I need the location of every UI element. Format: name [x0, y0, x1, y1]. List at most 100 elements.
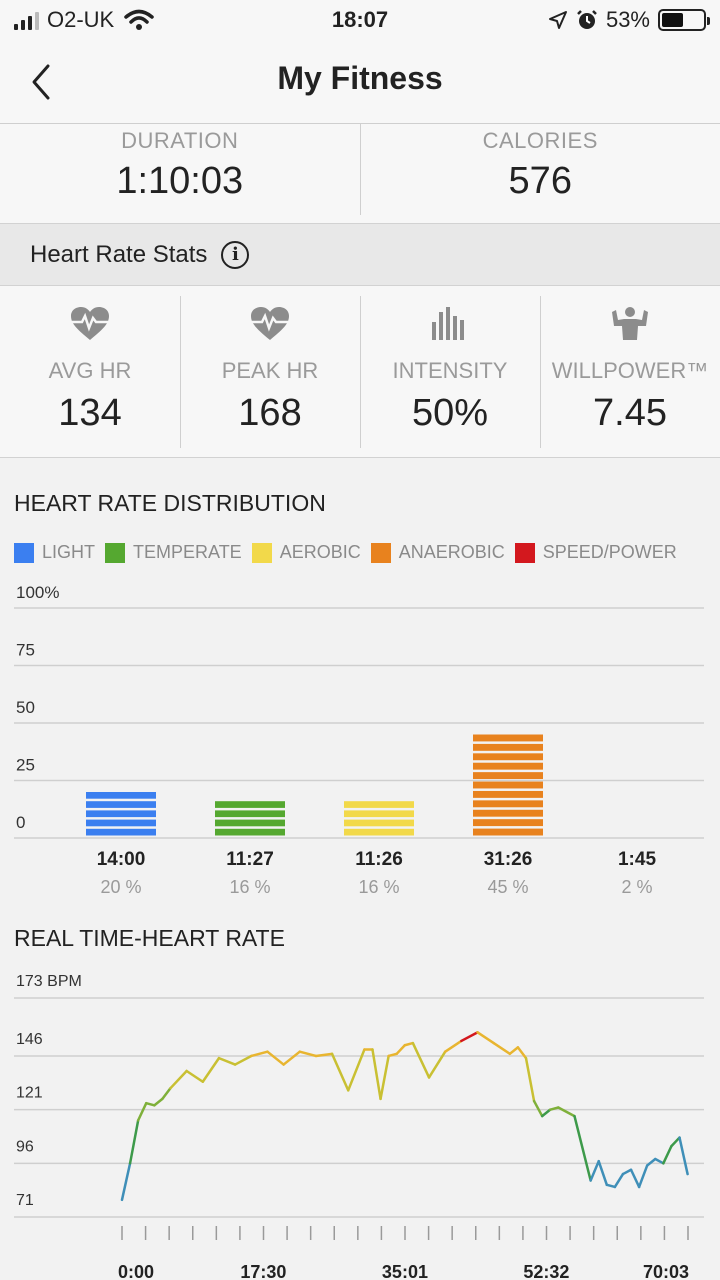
hr-segment [136, 1101, 148, 1122]
duration-cell: DURATION 1:10:03 [0, 124, 360, 223]
hr-segment [508, 1046, 520, 1056]
hr-segment [169, 1069, 188, 1090]
hr-segment [476, 1031, 495, 1045]
bar-segment [86, 819, 156, 827]
hr-segment [144, 1101, 156, 1107]
y-tick-label: 146 [16, 1031, 43, 1048]
hr-segment [330, 1052, 350, 1092]
intensity-bars-icon [432, 307, 464, 340]
bar-percent-label: 2 % [621, 877, 652, 897]
intensity-label: INTENSITY [392, 358, 508, 383]
hr-segment [492, 1041, 512, 1056]
bar-segment [473, 762, 543, 770]
duration-label: DURATION [121, 128, 239, 153]
distribution-chart: 100% 75 50 25 0 14:00 20 % 11:27 16 % 11:26 16 % 31… [14, 583, 704, 897]
hr-segment [298, 1050, 318, 1058]
hr-segment [427, 1050, 447, 1079]
bar-segment [86, 810, 156, 818]
hr-segment [460, 1031, 479, 1043]
carrier-label: O2-UK [47, 7, 115, 32]
bar-11:26 [344, 801, 414, 836]
willpower-label: WILLPOWER™ [551, 358, 709, 383]
bar-segment [473, 809, 543, 817]
hr-segment [645, 1157, 657, 1167]
bar-segment [344, 828, 414, 836]
hr-segment [597, 1159, 609, 1187]
hr-segment [282, 1050, 302, 1066]
y-tick-label: 121 [16, 1085, 43, 1102]
hr-segment [654, 1157, 665, 1165]
hr-segment [120, 1162, 132, 1202]
back-chevron-icon[interactable] [26, 62, 58, 102]
bar-segment [473, 743, 543, 751]
battery-percent: 53% [605, 7, 650, 32]
legend-light-label: LIGHT [42, 542, 96, 562]
alarm-icon [577, 10, 597, 29]
avg-hr-value: 134 [58, 392, 122, 434]
legend-temperate: TEMPERATE [105, 542, 242, 563]
hr-segment [605, 1183, 617, 1189]
location-arrow-icon [548, 11, 567, 29]
willpower-value: 7.45 [593, 392, 667, 434]
signal-icon [14, 10, 39, 30]
hr-segment [532, 1099, 544, 1118]
hr-segment [516, 1046, 528, 1060]
hr-segment [613, 1172, 625, 1189]
legend-light: LIGHT [14, 542, 95, 563]
hr-segment [161, 1086, 172, 1101]
bar-percent-label: 16 % [358, 877, 399, 897]
hr-segment [379, 1054, 390, 1101]
calories-cell: CALORIES 576 [359, 124, 720, 215]
legend-speed-power-label: SPEED/POWER [542, 542, 677, 562]
bar-segment [215, 810, 285, 818]
y-tick-label: 173 BPM [16, 973, 82, 990]
avg-hr-label: AVG HR [48, 358, 132, 383]
hr-segment [395, 1043, 407, 1056]
hr-segment [629, 1168, 641, 1189]
legend-speed-power: SPEED/POWER [514, 542, 677, 563]
hr-segment [670, 1136, 681, 1148]
peak-hr-label: PEAK HR [221, 358, 319, 383]
bar-segment [215, 819, 285, 827]
hr-segment [266, 1050, 285, 1066]
info-icon[interactable]: i [221, 240, 250, 269]
bar-time-label: 11:26 [355, 849, 403, 870]
legend-anaerobic: ANAEROBIC [370, 542, 505, 563]
hr-segment [314, 1052, 334, 1058]
peak-hr-cell: PEAK HR 168 [180, 286, 360, 457]
avg-hr-cell: AVG HR 134 [0, 286, 180, 457]
bar-segment [215, 828, 285, 836]
bar-segment [215, 801, 285, 808]
intensity-cell: INTENSITY 50% [360, 286, 540, 457]
y-tick-label: 96 [16, 1138, 34, 1155]
calories-value: 576 [508, 160, 572, 202]
hr-segment [621, 1168, 633, 1176]
heart-rate-stats-header: Heart Rate Stats i [0, 224, 720, 286]
x-tick-label: 52:32 [523, 1262, 569, 1280]
bar-segment [473, 734, 543, 742]
hr-segment [637, 1164, 649, 1189]
section-title: Heart Rate Stats [30, 240, 208, 268]
bar-31:26 [473, 734, 543, 836]
heart-rate-icon [251, 307, 289, 340]
battery-icon [658, 9, 710, 31]
calories-label: CALORIES [482, 128, 598, 153]
hr-segment [346, 1048, 366, 1092]
hr-segment [403, 1041, 415, 1047]
y-tick-label: 50 [16, 698, 35, 717]
legend-aerobic-label: AEROBIC [279, 542, 361, 562]
willpower-cell: WILLPOWER™ 7.45 [540, 286, 720, 457]
hr-segment [443, 1039, 463, 1053]
bar-segment [86, 801, 156, 808]
wifi-icon [124, 9, 154, 30]
bar-percent-label: 16 % [229, 877, 270, 897]
bar-segment [344, 810, 414, 818]
legend-aerobic: AEROBIC [251, 542, 361, 563]
duration-value: 1:10:03 [116, 160, 244, 202]
hr-segment [524, 1056, 536, 1103]
hr-segment [540, 1108, 552, 1118]
heart-rate-icon [71, 307, 109, 340]
bar-segment [473, 781, 543, 789]
hr-segment [557, 1106, 576, 1118]
x-tick-label: 17:30 [240, 1262, 286, 1280]
